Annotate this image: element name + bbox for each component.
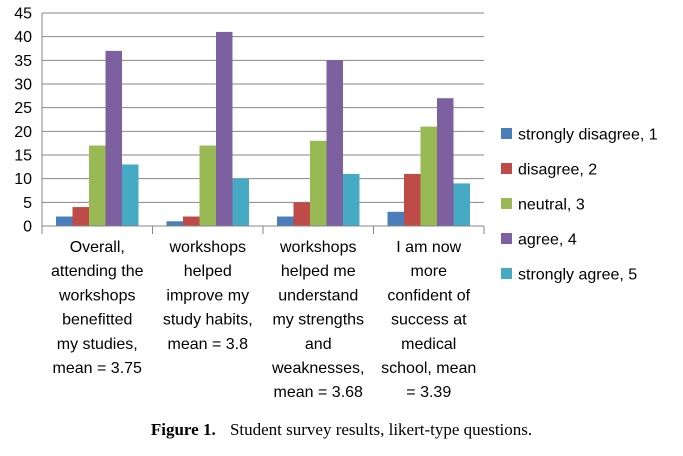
category-label-line: workshops	[58, 287, 135, 304]
bar	[183, 216, 200, 226]
category-label-line: confident of	[387, 287, 470, 304]
legend-label: agree, 4	[518, 232, 577, 249]
axes	[41, 13, 485, 234]
category-label: workshops helped improve my study habits, me…	[163, 239, 253, 353]
bar	[310, 140, 327, 226]
bar	[166, 221, 183, 226]
category-label-line: workshops	[279, 239, 356, 256]
category-label-line: I am now	[396, 239, 461, 256]
category-label-line: = 3.39	[406, 384, 451, 401]
bar	[437, 98, 454, 226]
category-labels: Overall, attending the workshops benefitted…	[51, 239, 476, 401]
category-label-line: improve my	[166, 287, 249, 304]
bar	[453, 183, 470, 226]
bar	[343, 173, 360, 226]
bar	[122, 164, 139, 226]
legend-swatch	[501, 268, 512, 279]
bar-chart: 0 5 10 15 20 25 30 35 40 45 Overall, attending the…	[14, 6, 658, 402]
category-label-line: success at	[391, 312, 467, 329]
bar	[326, 60, 343, 227]
y-tick-label: 25	[14, 100, 32, 117]
category-label-line: understand	[278, 287, 358, 304]
category-label-line: more	[411, 263, 448, 280]
bars	[56, 31, 470, 227]
category-label-line: helped me	[281, 263, 356, 280]
category-label-line: workshops	[169, 239, 246, 256]
legend-label: strongly disagree, 1	[518, 127, 658, 144]
bar	[420, 126, 437, 226]
category-label-line: helped	[184, 263, 232, 280]
category-label-line: medical	[401, 336, 456, 353]
bar	[216, 31, 233, 226]
bar	[277, 216, 294, 226]
y-tick-label: 35	[14, 53, 32, 70]
y-tick-labels: 0 5 10 15 20 25 30 35 40 45	[14, 6, 32, 236]
category-label-line: mean = 3.75	[53, 360, 143, 377]
y-tick-label: 30	[14, 77, 32, 94]
category-label: I am now more confident of success at medica…	[381, 239, 476, 401]
category-label-line: my strengths	[272, 312, 364, 329]
legend-swatch	[501, 128, 512, 139]
bar	[404, 173, 421, 226]
category-label-line: Overall,	[70, 239, 125, 256]
legend-swatch	[501, 163, 512, 174]
y-tick-label: 20	[14, 124, 32, 141]
y-tick-label: 40	[14, 29, 32, 46]
y-tick-label: 45	[14, 6, 32, 23]
category-label-line: study habits,	[163, 312, 253, 329]
legend-label: strongly agree, 5	[518, 267, 637, 284]
legend-swatch	[501, 233, 512, 244]
category-label-line: and	[305, 336, 332, 353]
bar	[72, 207, 89, 226]
category-label-line: benefitted	[62, 312, 132, 329]
y-tick-label: 15	[14, 148, 32, 165]
bar	[56, 216, 73, 226]
y-tick-label: 0	[23, 219, 32, 236]
legend-swatch	[501, 198, 512, 209]
category-label-line: weaknesses,	[271, 360, 365, 377]
bar	[387, 211, 404, 226]
category-label-line: mean = 3.8	[168, 336, 249, 353]
category-label: workshops helped me understand my strengths…	[271, 239, 365, 401]
figure-caption: Figure 1. Student survey results, likert…	[0, 420, 683, 440]
y-tick-label: 10	[14, 171, 32, 188]
bar	[89, 145, 106, 226]
figure-caption-text: Student survey results, likert-type ques…	[229, 420, 533, 439]
legend-label: disagree, 2	[518, 162, 597, 179]
bar	[199, 145, 216, 226]
category-label-line: my studies,	[57, 336, 138, 353]
legend-label: neutral, 3	[518, 197, 585, 214]
bar	[232, 178, 249, 226]
category-label-line: mean = 3.68	[274, 384, 364, 401]
figure-label: Figure 1.	[150, 420, 216, 439]
bar	[293, 202, 310, 226]
category-label-line: attending the	[51, 263, 144, 280]
bar	[105, 50, 122, 226]
category-label: Overall, attending the workshops benefitted…	[51, 239, 144, 377]
category-label-line: school, mean	[381, 360, 476, 377]
legend: strongly disagree, 1 disagree, 2 neutral, …	[501, 127, 658, 284]
y-tick-label: 5	[23, 195, 32, 212]
